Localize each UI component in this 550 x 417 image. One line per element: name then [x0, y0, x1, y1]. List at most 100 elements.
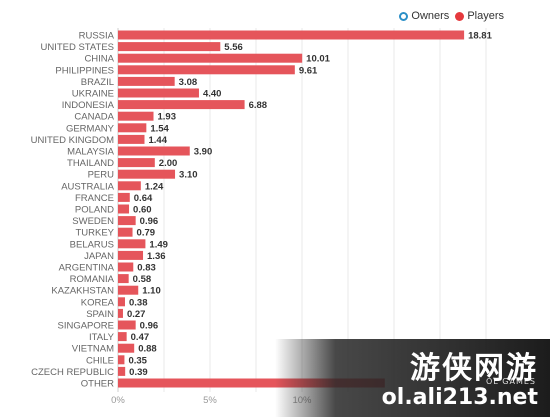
bar-australia [118, 181, 141, 191]
bar-germany [118, 123, 147, 133]
bar-ukraine [118, 88, 199, 98]
category-label: BRAZIL [81, 77, 114, 88]
category-label: RUSSIA [79, 31, 115, 42]
bar-vietnam [118, 343, 135, 353]
category-label: UKRAINE [72, 89, 114, 100]
bar-turkey [118, 227, 133, 237]
category-label: TURKEY [75, 228, 114, 239]
data-label: 3.08 [179, 77, 198, 88]
bar-korea [118, 297, 125, 307]
data-label: 3.10 [179, 170, 198, 181]
bar-chile [118, 355, 125, 365]
bar-kazakhstan [118, 285, 139, 295]
data-label: 0.58 [133, 274, 152, 285]
watermark-subtitle: OL GAMES [485, 377, 536, 386]
data-label: 18.81 [468, 31, 492, 42]
category-label: INDONESIA [62, 100, 115, 111]
category-label: ROMANIA [70, 274, 115, 285]
owners-legend-label: Owners [411, 10, 450, 22]
category-label: CHILE [86, 355, 114, 366]
data-label: 0.27 [127, 309, 146, 320]
x-tick-label: 0% [111, 395, 125, 406]
category-label: CANADA [74, 112, 114, 123]
category-label: CHINA [84, 54, 114, 65]
bar-argentina [118, 262, 134, 272]
data-label: 0.64 [134, 193, 153, 204]
data-label: 1.36 [147, 251, 166, 262]
data-label: 9.61 [299, 65, 318, 76]
data-label: 1.54 [150, 123, 169, 134]
data-label: 1.44 [148, 135, 167, 146]
players-legend-label: Players [467, 10, 504, 22]
category-label: KAZAKHSTAN [51, 286, 114, 297]
data-label: 3.90 [194, 147, 213, 158]
bar-italy [118, 332, 127, 342]
bar-belarus [118, 239, 146, 249]
bar-china [118, 53, 303, 63]
data-label: 0.35 [128, 355, 147, 366]
category-label: SWEDEN [72, 216, 114, 227]
legend-item-owners[interactable]: Owners [399, 10, 449, 22]
bar-canada [118, 111, 154, 121]
category-label: VIETNAM [72, 344, 114, 355]
watermark-url: ol.ali213.net [381, 385, 538, 410]
bar-other [118, 378, 385, 388]
data-label: 0.83 [137, 263, 156, 274]
owners-legend-marker [399, 11, 409, 21]
data-label: 0.96 [140, 321, 159, 332]
data-label: 1.10 [142, 286, 161, 297]
category-label: THAILAND [67, 158, 114, 169]
category-label: PHILIPPINES [55, 65, 114, 76]
data-label: 0.88 [138, 344, 157, 355]
category-label: CZECH REPUBLIC [31, 367, 114, 378]
players-legend-marker [455, 11, 465, 21]
category-label: JAPAN [84, 251, 114, 262]
data-label: 0.79 [137, 228, 156, 239]
bar-malaysia [118, 146, 190, 156]
data-label: 4.40 [203, 89, 222, 100]
data-label: 2.00 [159, 158, 178, 169]
category-label: AUSTRALIA [61, 181, 114, 192]
bar-thailand [118, 158, 155, 168]
category-label: SPAIN [86, 309, 114, 320]
data-label: 0.96 [140, 216, 159, 227]
bar-poland [118, 204, 130, 214]
data-label: 1.24 [145, 181, 164, 192]
watermark-logo: 游侠网游 OL GAMES ol.ali213.net [275, 339, 550, 417]
category-label: UNITED STATES [40, 42, 114, 53]
data-label: 10.01 [306, 54, 330, 65]
data-label: 1.93 [158, 112, 177, 123]
data-label: 1.49 [149, 239, 168, 250]
category-label: OTHER [81, 379, 114, 390]
category-label: GERMANY [66, 123, 115, 134]
data-label: 0.38 [129, 297, 148, 308]
bar-spain [118, 308, 123, 318]
bar-sweden [118, 216, 136, 226]
bar-indonesia [118, 100, 245, 110]
bar-united-kingdom [118, 134, 145, 144]
watermark-title: 游侠网游 [410, 351, 538, 386]
bar-czech-republic [118, 366, 126, 376]
bar-russia [118, 30, 465, 40]
data-label: 5.56 [224, 42, 243, 53]
bar-japan [118, 250, 144, 260]
legend: Owners Players [393, 10, 504, 22]
data-label: 0.39 [129, 367, 148, 378]
category-label: FRANCE [75, 193, 114, 204]
bar-france [118, 192, 130, 202]
bar-romania [118, 274, 129, 284]
bar-brazil [118, 76, 175, 86]
category-label: POLAND [75, 205, 114, 216]
bar-united-states [118, 42, 221, 52]
category-label: SINGAPORE [58, 321, 115, 332]
category-label: UNITED KINGDOM [31, 135, 114, 146]
legend-item-players[interactable]: Players [455, 10, 504, 22]
data-label: 0.60 [133, 205, 152, 216]
x-tick-label: 5% [203, 395, 217, 406]
category-label: KOREA [81, 297, 115, 308]
category-label: BELARUS [70, 239, 114, 250]
category-label: MALAYSIA [67, 147, 114, 158]
bar-peru [118, 169, 176, 179]
data-label: 0.47 [131, 332, 150, 343]
